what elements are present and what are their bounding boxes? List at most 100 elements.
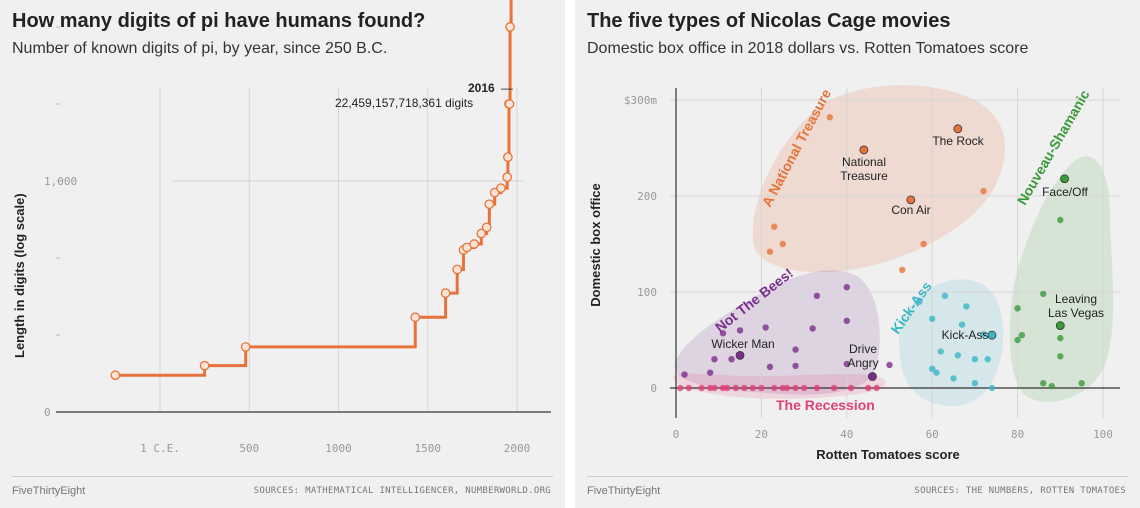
pi-data-point [199,360,210,371]
cage-data-point [779,240,786,248]
cage-data-point [984,356,991,363]
cage-data-point [843,284,850,291]
cage-data-point [971,356,979,363]
cage-chart-title: The five types of Nicolas Cage movies [587,10,951,32]
cluster-label-recession: The Recession [776,397,875,413]
cage-data-point [826,114,833,121]
pi-data-point [440,288,451,298]
pi-data-point [452,264,463,275]
cage-data-point [766,363,774,371]
pi-series-line [115,0,513,377]
cage-data-point [1018,332,1026,339]
pi-data-point [505,22,515,32]
cage-data-point [958,321,966,328]
pi-annotation-dash: — [501,81,513,95]
cage-highlight-point [1055,321,1065,331]
cluster-nouveau-blob [1009,156,1114,402]
movie-label-drive-angry-line1: Drive [849,342,877,356]
cage-highlight-point [953,124,963,134]
cage-data-point [971,380,979,387]
cage-data-point [711,356,718,363]
movie-label-kick-ass: Kick-Ass [942,328,989,342]
movie-label-wicker-man: Wicker Man [711,337,774,351]
cage-data-point [813,384,821,392]
cage-data-point [980,331,987,338]
cage-data-point [724,384,731,392]
movie-label-leaving-line1: Leaving [1055,292,1097,306]
cage-data-point [843,317,850,324]
pi-data-point [502,172,513,183]
movie-label-con-air: Con Air [891,203,930,217]
pi-chart-title: How many digits of pi have humans found? [12,10,426,32]
pi-x-tick-label: 1 C.E. [140,442,180,455]
cage-data-point [706,369,714,376]
cage-data-point [920,240,927,248]
cage-y-tick-label: 200 [637,190,657,203]
pi-line-chart: 1 C.E.50010001500200001,00010,000,000100… [12,0,551,455]
cage-chart-subtitle: Domestic box office in 2018 dollars vs. … [587,40,1029,57]
pi-data-point [484,199,495,210]
cage-data-point [1014,336,1021,344]
source-note: SOURCES: MATHEMATICAL INTELLIGENCER, NUM… [253,486,551,496]
cage-data-point [950,375,957,382]
cage-data-point [929,365,936,372]
cage-x-tick-label: 0 [673,428,680,441]
cluster-national-treasure-blob [752,85,1005,273]
pi-digits-panel: How many digits of pi have humans found?… [0,0,565,508]
pi-data-point [240,342,251,352]
brand-name: FiveThirtyEight [587,485,661,497]
cage-data-point [933,369,940,376]
cage-highlight-point [868,372,877,381]
pi-data-point [481,222,492,233]
cage-data-point [711,384,718,392]
movie-label-drive-angry-line2: Angry [847,356,878,370]
cage-x-axis-label: Rotten Tomatoes score [816,447,960,462]
cage-highlight-point [735,350,745,360]
source-note: SOURCES: THE NUMBERS, ROTTEN TOMATOES [914,486,1126,496]
cage-highlight-point [859,145,869,155]
cage-data-point [698,384,705,392]
pi-x-tick-label: 500 [239,442,259,455]
pi-x-tick-label: 2000 [504,442,531,455]
pi-data-point [410,312,421,323]
cage-x-tick-label: 60 [926,428,939,441]
cage-data-point [783,384,791,392]
cage-y-tick-label: 100 [637,286,657,299]
cage-data-point [1040,380,1047,387]
cage-data-point [771,384,778,392]
cage-data-point [792,346,799,353]
pi-x-tick-label: 1500 [415,442,442,455]
pi-annotation-year: 2016 [468,81,495,95]
cage-highlight-point [987,330,997,340]
cage-data-point [954,352,962,359]
cage-data-point [843,360,850,368]
movie-label-the-rock: The Rock [932,134,984,148]
cage-data-point [1057,353,1064,360]
cage-data-point [864,384,872,392]
cage-data-point [941,292,949,300]
cage-data-point [988,384,996,392]
cage-data-point [758,384,765,392]
cage-data-point [749,384,757,392]
movie-label-face-off: Face/Off [1042,185,1088,199]
cage-scatter-chart: 0 20 40 60 80 100 0 100 200 $300m Rotten Tomatoes… [588,85,1120,462]
pi-annotation-value: 22,459,157,718,361 digits [335,96,473,110]
pi-data-point [110,370,121,381]
cage-data-point [830,384,838,392]
pi-data-point [504,99,515,109]
cage-data-point [1048,382,1055,390]
cage-data-point [685,384,693,392]
cage-data-point [800,384,808,392]
cage-data-point [1057,216,1064,224]
cage-data-point [677,384,684,392]
pi-data-point [503,152,513,163]
cage-data-point [937,348,944,355]
pi-x-tick-label: 1000 [325,442,352,455]
cage-data-point [929,315,936,323]
movie-label-national-treasure-line1: National [842,155,886,169]
movie-label-national-treasure-line2: Treasure [840,169,888,183]
pi-data-point [496,183,506,193]
cage-data-point [899,266,906,274]
movie-label-leaving-line2: Las Vegas [1048,306,1104,320]
pi-chart-subtitle: Number of known digits of pi, by year, s… [12,40,388,57]
